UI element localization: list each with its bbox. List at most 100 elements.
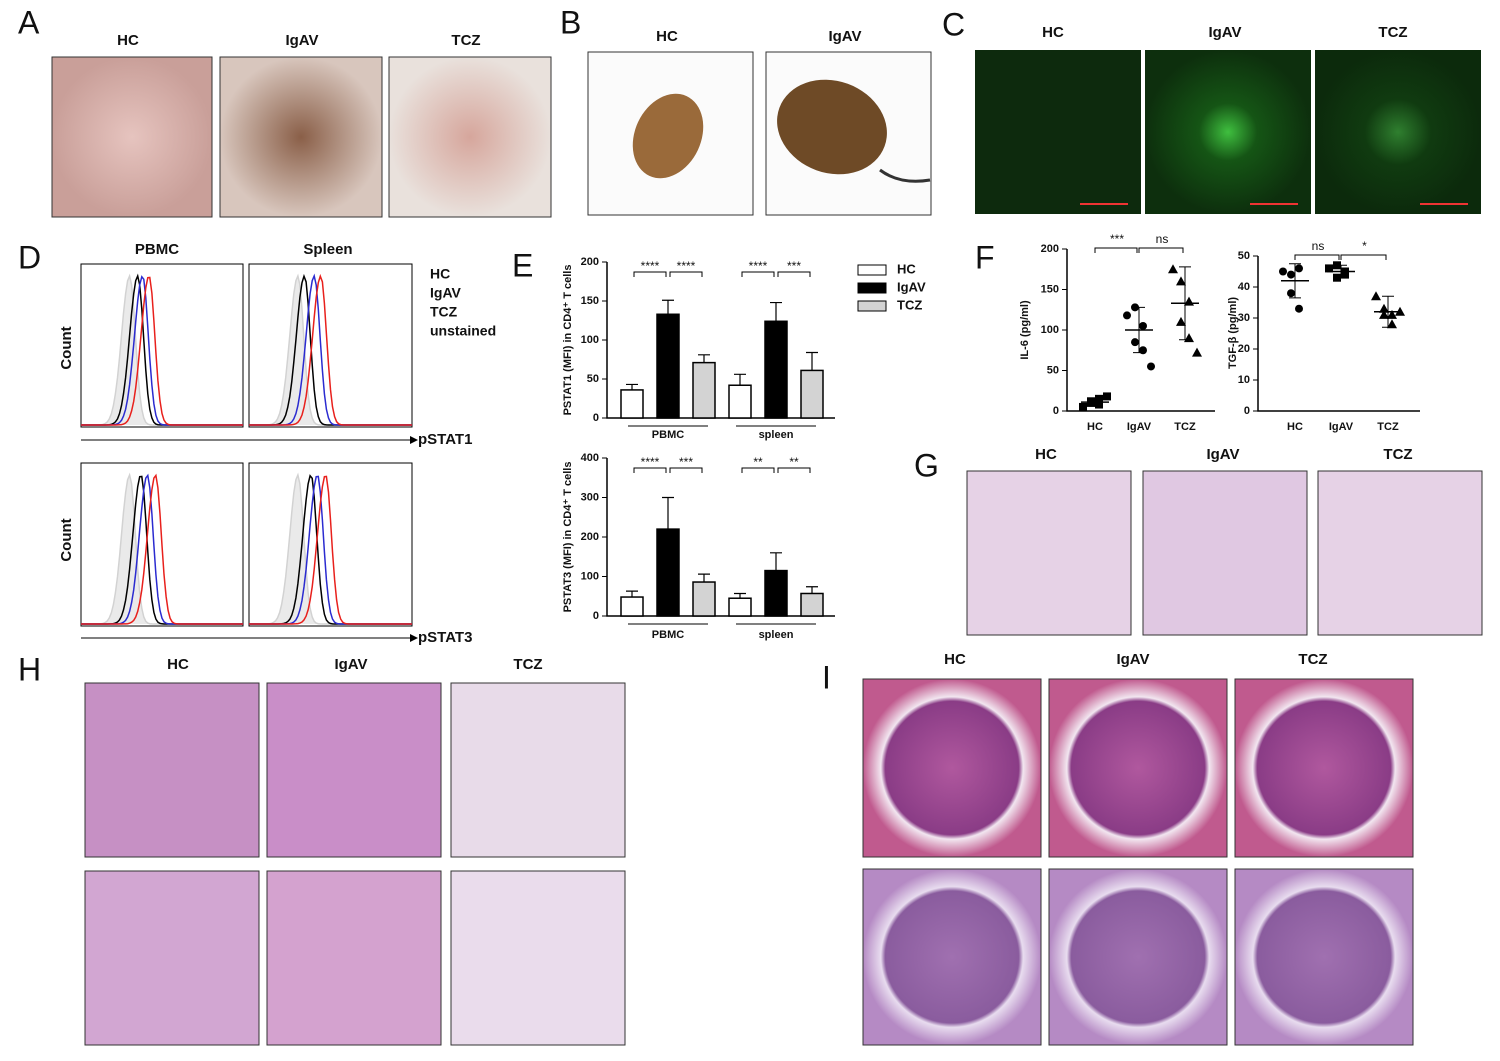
significance-label: **** [641,455,660,469]
significance-bracket [741,271,775,277]
significance-label: **** [749,259,768,273]
bar [728,384,752,419]
arrow-head [410,436,418,444]
histology-image [450,870,626,1046]
panel-letter: A [18,4,40,40]
significance-label: ** [789,455,799,469]
data-point [1139,321,1147,330]
data-point [1087,397,1095,406]
histogram-box [248,462,413,627]
x-tick-label: PBMC [652,429,684,441]
histology-image [84,870,260,1046]
photo [388,56,552,218]
x-tick-label: spleen [759,429,794,441]
data-point [1379,309,1389,319]
y-tick-label: 0 [593,610,599,622]
column-header: TCZ [1383,446,1412,463]
y-tick-label: 50 [1238,250,1250,262]
spleen [777,79,887,175]
bar [656,313,680,419]
data-point [1341,270,1349,279]
histology-image [1142,470,1308,636]
significance-label: **** [641,259,660,273]
histology-image [1048,868,1228,1046]
fluorescence-image [1145,50,1311,214]
y-tick-label: 20 [1238,343,1250,355]
significance-bracket [741,467,775,473]
x-tick-label: PBMC [652,629,684,641]
sd-bar [1133,306,1145,354]
legend-swatch [857,282,887,294]
data-point [1387,319,1397,329]
error-bar [626,383,638,390]
x-tick-label: HC [1087,421,1103,433]
histogram-box [80,263,244,428]
photo [51,56,213,218]
column-header: HC [1042,24,1064,41]
sd-bar [1179,266,1191,341]
y-tick-label: 300 [581,491,599,503]
axis-label: Count [58,518,75,561]
x-tick-label: spleen [759,629,794,641]
panel-letter: I [822,659,831,695]
histogram-box [248,263,413,428]
y-tick-label: 30 [1238,312,1250,324]
histology-image [1048,678,1228,858]
panel-letter: F [975,239,995,275]
bar [620,596,644,617]
panel-letter: H [18,651,41,687]
bar [656,528,680,617]
histogram-curve [249,273,412,426]
significance-label: ** [753,455,763,469]
data-point [1176,316,1186,326]
histology-image [84,682,260,858]
y-tick-label: 200 [581,256,599,268]
legend-label: HC [897,261,916,276]
histology-image [966,470,1132,636]
legend-label: IgAV [430,285,462,301]
column-header: Spleen [303,241,352,258]
legend-label: HC [430,266,450,282]
significance-bracket [669,467,703,473]
fluorescence-image [1315,50,1481,214]
sd-bar [1382,295,1394,328]
bar [764,569,788,617]
x-tick-label: TCZ [1174,421,1196,433]
photo [219,56,383,218]
significance-label: *** [787,259,801,273]
significance-bracket [1094,247,1138,253]
error-bar [698,573,710,583]
axis [606,458,835,617]
error-bar [770,552,782,571]
histology-image [862,868,1042,1046]
column-header: IgAV [828,28,861,45]
panel-letter: C [942,6,965,42]
y-tick-label: 100 [581,570,599,582]
axis-label: TGF-β (pg/ml) [1227,297,1239,369]
error-bar [698,354,710,363]
histogram-curve [81,473,243,625]
bar [692,581,716,617]
y-tick-label: 150 [1041,283,1059,295]
data-point [1379,303,1389,313]
significance-bracket [669,271,703,277]
column-header: IgAV [1206,446,1239,463]
legend-swatch [857,264,887,276]
x-tick-label: TCZ [1377,421,1399,433]
histology-image [1317,470,1483,636]
bar [764,320,788,419]
axis-label: pSTAT3 [418,629,472,646]
column-header: IgAV [1208,24,1241,41]
y-tick-label: 0 [593,412,599,424]
error-bar [806,586,818,594]
axis-label: Count [58,326,75,369]
column-header: HC [1035,446,1057,463]
column-header: HC [656,28,678,45]
data-point [1131,338,1139,347]
histology-image [1234,868,1414,1046]
bar [800,369,824,419]
data-point [1103,392,1111,401]
column-header: TCZ [451,32,480,49]
histology-image [450,682,626,858]
column-header: HC [944,651,966,668]
